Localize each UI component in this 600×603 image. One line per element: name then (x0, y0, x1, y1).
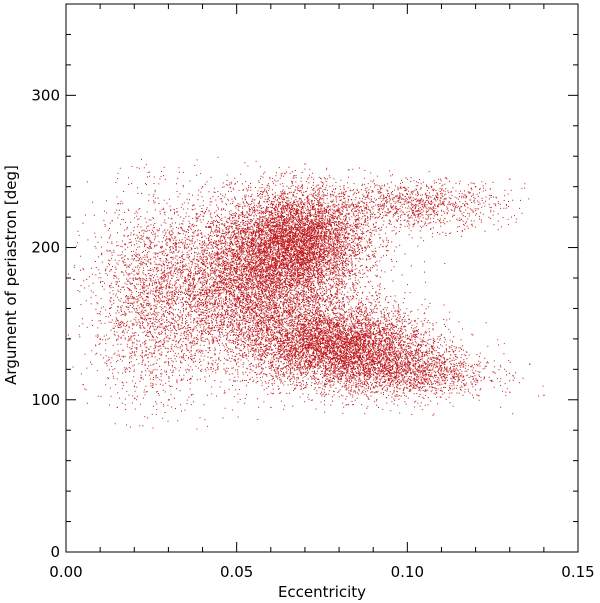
scatter-point (167, 399, 170, 401)
x-tick-labels: 0.00 0.05 0.10 0.15 (49, 563, 594, 581)
scatter-point (423, 361, 426, 363)
x-tick-label: 0.10 (391, 563, 424, 581)
y-axis-title: Argument of periastron [deg] (2, 165, 20, 385)
scatter-point (509, 178, 511, 180)
tick-marks-layer (65, 3, 579, 553)
scatter-point (236, 353, 238, 355)
scatter-point (236, 269, 238, 272)
scatter-point (406, 193, 409, 195)
scatter-point (184, 323, 187, 325)
scatter-point (219, 292, 221, 294)
scatter-point (475, 384, 477, 386)
scatter-point (304, 163, 306, 165)
scatter-point (253, 307, 255, 310)
scatter-point (509, 391, 511, 393)
y-tick-labels: 0 100 200 300 (31, 86, 60, 561)
scatter-point-cloud (67, 156, 544, 430)
y-tick-label: 0 (50, 543, 60, 561)
scatter-point (543, 394, 545, 396)
scatter-point (372, 361, 374, 363)
scatter-point (287, 323, 289, 325)
scatter-point (389, 368, 391, 371)
x-tick-label: 0.15 (561, 563, 594, 581)
x-tick-label: 0.05 (220, 563, 253, 581)
scatter-point (304, 239, 306, 241)
x-tick-label: 0.00 (49, 563, 82, 581)
scatter-point (440, 376, 443, 378)
scatter-point (202, 186, 204, 188)
scatter-point (440, 189, 443, 191)
scatter-point (355, 353, 357, 355)
scatter-point (406, 371, 409, 374)
scatter-point (270, 285, 272, 287)
scatter-point (167, 262, 170, 264)
x-axis-title: Eccentricity (278, 583, 366, 601)
scatter-point (372, 201, 374, 203)
scatter-point (133, 285, 135, 287)
scatter-point (116, 406, 118, 409)
scatter-point (270, 406, 272, 409)
scatter-point (202, 247, 204, 249)
scatter-point (475, 186, 477, 188)
scatter-point (321, 300, 323, 302)
scatter-point (338, 338, 340, 340)
data-points-layer (67, 156, 545, 430)
scatter-point (99, 338, 101, 340)
y-tick-label: 300 (31, 86, 60, 104)
y-tick-label: 100 (31, 391, 60, 409)
scatter-point (150, 307, 153, 310)
scatter-point (82, 384, 84, 386)
y-tick-label: 200 (31, 239, 60, 257)
